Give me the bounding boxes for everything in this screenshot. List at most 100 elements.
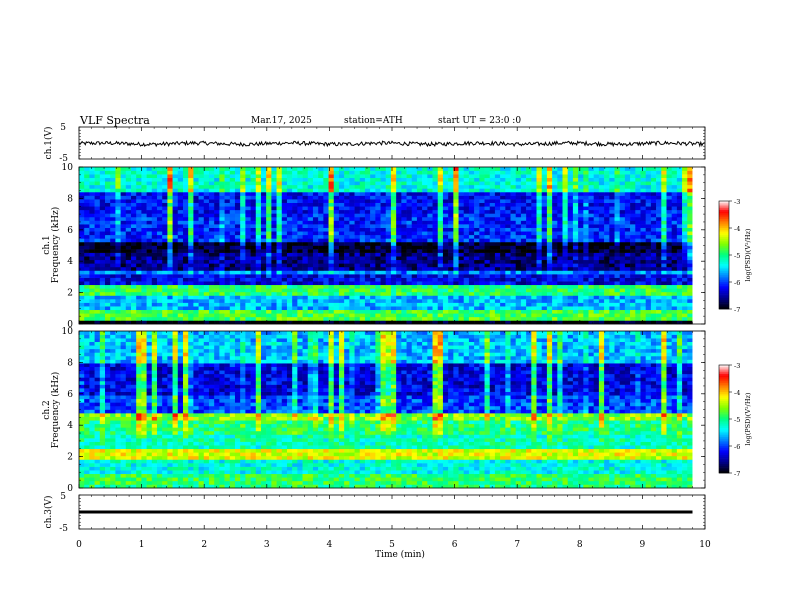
spectrogram-cell xyxy=(359,313,366,318)
spectrogram-cell xyxy=(401,256,407,261)
spectrogram-cell xyxy=(89,199,95,203)
spectrogram-cell xyxy=(156,177,163,182)
spectrogram-cell xyxy=(84,306,90,311)
spectrogram-cell xyxy=(276,227,283,232)
spectrogram-cell xyxy=(671,266,678,271)
spectrogram-cell xyxy=(208,224,215,228)
spectrogram-cell xyxy=(229,309,236,314)
spectrogram-cell xyxy=(604,184,610,189)
spectrogram-cell xyxy=(136,181,142,186)
spectrogram-cell xyxy=(515,181,522,186)
spectrogram-cell xyxy=(99,181,106,186)
spectrogram-cell xyxy=(318,191,324,196)
spectrogram-cell xyxy=(333,252,340,257)
spectrogram-cell xyxy=(416,259,423,264)
spectrogram-cell xyxy=(422,252,428,257)
spectrogram-cell xyxy=(344,266,350,271)
spectrogram-cell xyxy=(162,216,168,221)
spectrogram-cell xyxy=(323,316,329,321)
spectrogram-cell xyxy=(656,281,662,286)
spectrogram-cell xyxy=(416,188,423,193)
spectrogram-cell xyxy=(411,270,418,275)
spectrogram-cell xyxy=(156,313,163,318)
spectrogram-cell xyxy=(416,199,423,203)
spectrogram-cell xyxy=(240,249,246,253)
spectrogram-cell xyxy=(375,224,381,228)
spectrogram-cell xyxy=(619,288,626,293)
spectrogram-cell xyxy=(167,249,173,253)
spectrogram-cell xyxy=(567,256,574,261)
spectrogram-cell xyxy=(193,320,199,325)
spectrogram-cell xyxy=(531,231,537,236)
spectrogram-cell xyxy=(583,316,589,321)
spectrogram-cell xyxy=(276,245,283,250)
spectrogram-cell xyxy=(572,295,579,300)
spectrogram-cell xyxy=(276,274,283,278)
spectrogram-cell xyxy=(338,256,345,261)
spectrogram-cell xyxy=(458,177,465,182)
spectrogram-cell xyxy=(671,238,678,243)
spectrogram-cell xyxy=(302,245,309,250)
spectrogram-cell xyxy=(214,295,220,300)
spectrogram-cell xyxy=(198,277,205,282)
spectrogram-cell xyxy=(411,227,418,232)
spectrogram-cell xyxy=(650,188,657,193)
spectrogram-cell xyxy=(104,181,111,186)
spectrogram-cell xyxy=(656,288,662,293)
spectrogram-cell xyxy=(354,249,361,253)
spectrogram-cell xyxy=(364,277,371,282)
spectrogram-cell xyxy=(448,241,454,246)
spectrogram-cell xyxy=(146,309,153,314)
spectrogram-cell xyxy=(479,216,485,221)
spectrogram-cell xyxy=(682,188,688,193)
spectrogram-cell xyxy=(250,209,257,214)
spectrogram-cell xyxy=(614,291,620,296)
spectrogram-cell xyxy=(115,241,121,246)
spectrogram-cell xyxy=(375,216,381,221)
spectrogram-cell xyxy=(84,270,90,275)
spectrogram-cell xyxy=(125,206,132,211)
spectrogram-cell xyxy=(260,270,267,275)
spectrogram-cell xyxy=(671,209,678,214)
spectrogram-cell xyxy=(432,209,439,214)
spectrogram-cell xyxy=(281,309,288,314)
spectrogram-cell xyxy=(281,320,288,325)
spectrogram-cell xyxy=(588,216,594,221)
spectrogram-cell xyxy=(510,174,517,179)
spectrogram-cell xyxy=(479,191,485,196)
spectrogram-cell xyxy=(630,306,636,311)
spectrogram-cell xyxy=(79,309,85,314)
spectrogram-cell xyxy=(302,316,309,321)
spectrogram-cell xyxy=(552,238,558,243)
spectrogram-cell xyxy=(214,270,220,275)
spectrogram-cell xyxy=(406,263,413,268)
spectrogram-cell xyxy=(624,199,631,203)
spectrogram-cell xyxy=(364,216,371,221)
spectrogram-cell xyxy=(198,281,205,286)
spectrogram-cell xyxy=(89,252,95,257)
spectrogram-cell xyxy=(489,216,496,221)
spectrogram-cell xyxy=(687,274,693,278)
spectrogram-cell xyxy=(416,191,423,196)
spectrogram-cell xyxy=(520,306,527,311)
spectrogram-cell xyxy=(375,238,381,243)
spectrogram-cell xyxy=(328,202,335,207)
spectrogram-cell xyxy=(193,227,199,232)
spectrogram-cell xyxy=(302,256,309,261)
spectrogram-cell xyxy=(609,266,615,271)
spectrogram-cell xyxy=(515,277,522,282)
spectrogram-cell xyxy=(583,306,589,311)
spectrogram-cell xyxy=(333,302,340,307)
spectrogram-cell xyxy=(281,277,288,282)
spectrogram-cell xyxy=(104,320,111,325)
spectrogram-cell xyxy=(188,291,194,296)
spectrogram-cell xyxy=(468,252,475,257)
spectrogram-cell xyxy=(229,277,236,282)
spectrogram-cell xyxy=(619,184,626,189)
spectrogram-cell xyxy=(307,266,314,271)
spectrogram-cell xyxy=(302,295,309,300)
spectrogram-cell xyxy=(99,299,106,303)
spectrogram-cell xyxy=(671,309,678,314)
spectrogram-cell xyxy=(292,213,298,218)
spectrogram-cell xyxy=(567,191,574,196)
